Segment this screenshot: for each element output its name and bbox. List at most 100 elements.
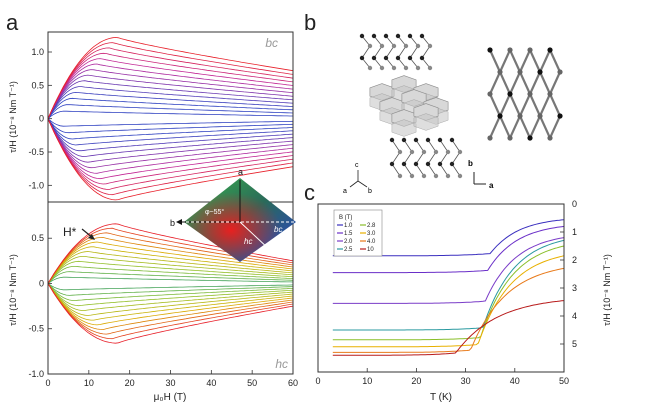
torque-curve [47, 227, 294, 284]
hstar-arrow-head [88, 234, 95, 240]
panel-a-bottom-plot: 0.5 0 -0.5 -1.0 0 10 20 30 40 50 60 hc H* [28, 201, 298, 388]
torque-curve [47, 283, 294, 321]
inset-axis-b-head [176, 219, 182, 225]
xtick-label: 10 [84, 378, 94, 388]
panel-c-ylabel: τ/H (10⁻⁸ Nm T⁻¹) [602, 254, 612, 326]
lattice-bond [548, 93, 562, 117]
panel-c-xticks: 0 10 20 30 40 50 [315, 368, 569, 386]
atom [425, 161, 431, 167]
lattice-atom [517, 113, 523, 119]
ytick-label: 0.5 [31, 233, 44, 243]
lattice-bond [508, 115, 522, 139]
ytick-label: -0.5 [28, 324, 44, 334]
atom [449, 137, 455, 143]
ytick-label: 4 [572, 311, 577, 321]
atom [409, 149, 415, 155]
ytick-label: 1.0 [31, 47, 44, 57]
bond-chain [415, 139, 425, 177]
torque-curve [47, 118, 294, 158]
panel-label-c: c [304, 180, 315, 205]
atom [403, 43, 409, 49]
lattice-bond [538, 93, 552, 117]
lattice-bond [548, 49, 562, 73]
legend-entry: 10 [367, 247, 374, 253]
torque-curve [47, 69, 294, 119]
ytick-label: -1.0 [28, 180, 44, 190]
torque-curve [47, 42, 294, 119]
xtick-label: 30 [461, 376, 471, 386]
xtick-label: 50 [247, 378, 257, 388]
bond-chain [403, 139, 413, 177]
lattice-atom [527, 91, 533, 97]
lattice-bond [498, 115, 512, 139]
torque-curve [47, 255, 294, 284]
panel-a-top-ylabel: τ/H (10⁻⁸ Nm T⁻¹) [8, 81, 18, 153]
inset-diamond: a b φ~55° bc hc [170, 167, 296, 262]
ytick-label: 0 [572, 199, 577, 209]
atom [383, 55, 389, 61]
torque-curve [47, 63, 294, 119]
lattice-atom [497, 113, 503, 119]
torque-curve [47, 271, 294, 284]
inset-axis-b-label: b [170, 218, 175, 228]
torque-curve [47, 118, 294, 134]
torque-vs-temperature-curve [332, 245, 565, 341]
xtick-label: 40 [206, 378, 216, 388]
atom [445, 149, 451, 155]
torque-curve [47, 266, 294, 284]
torque-curve [47, 118, 294, 201]
axis-b-label: b [368, 188, 372, 195]
panel-a-bottom-corner-label: hc [275, 357, 288, 371]
inset-hc-line [239, 221, 271, 251]
torque-curve [47, 283, 294, 307]
atom [427, 65, 433, 71]
torque-curve [47, 118, 294, 140]
atom [397, 173, 403, 179]
lattice-bond [528, 115, 542, 139]
torque-vs-temperature-curve [332, 225, 565, 274]
atom [401, 137, 407, 143]
lattice-atom [557, 69, 563, 75]
xtick-label: 0 [315, 376, 320, 386]
lattice-bond [498, 49, 512, 73]
axis-a-line [349, 180, 359, 188]
ytick-label: -0.5 [28, 147, 44, 157]
atom [371, 55, 377, 61]
panel-c-plot: 0 10 20 30 40 50 0 1 2 3 4 5 B (T) 1.0 1.5 2.0 2.5 2.8 3… [315, 199, 577, 386]
lattice-bond [508, 49, 522, 73]
lattice-bond [548, 71, 562, 95]
axis-b-line [357, 180, 368, 188]
atom [359, 33, 365, 39]
panel-a-top-corner-label: bc [265, 36, 278, 50]
lattice-atom [517, 69, 523, 75]
ytick-label: 1 [572, 227, 577, 237]
torque-curve [47, 80, 294, 119]
atom [407, 33, 413, 39]
bond-chain [391, 139, 401, 177]
lattice-bond [528, 49, 542, 73]
atom [413, 137, 419, 143]
axis-c-label: c [355, 162, 359, 169]
axis-b-right-label: b [468, 159, 473, 168]
torque-curve [47, 104, 294, 119]
torque-curve [47, 276, 294, 284]
hstar-label: H* [63, 225, 77, 239]
atom [379, 65, 385, 71]
torque-curve [47, 118, 294, 169]
panel-a-top-plot: 1.0 0.5 0 -0.5 -1.0 bc [28, 31, 294, 203]
torque-curve [47, 86, 294, 119]
lattice-atom [497, 69, 503, 75]
crystal-structure-right [487, 47, 563, 141]
torque-curve [47, 118, 294, 152]
atom [419, 55, 425, 61]
lattice-bond [528, 71, 542, 95]
legend-title: B (T) [339, 215, 352, 221]
lattice-atom [487, 135, 493, 141]
lattice-bond [498, 71, 512, 95]
panel-c-yticks: 0 1 2 3 4 5 [560, 199, 577, 349]
panel-label-b: b [304, 10, 316, 35]
atom [415, 43, 421, 49]
torque-curve [47, 118, 294, 146]
legend-entry: 3.0 [367, 231, 376, 237]
atom [409, 173, 415, 179]
